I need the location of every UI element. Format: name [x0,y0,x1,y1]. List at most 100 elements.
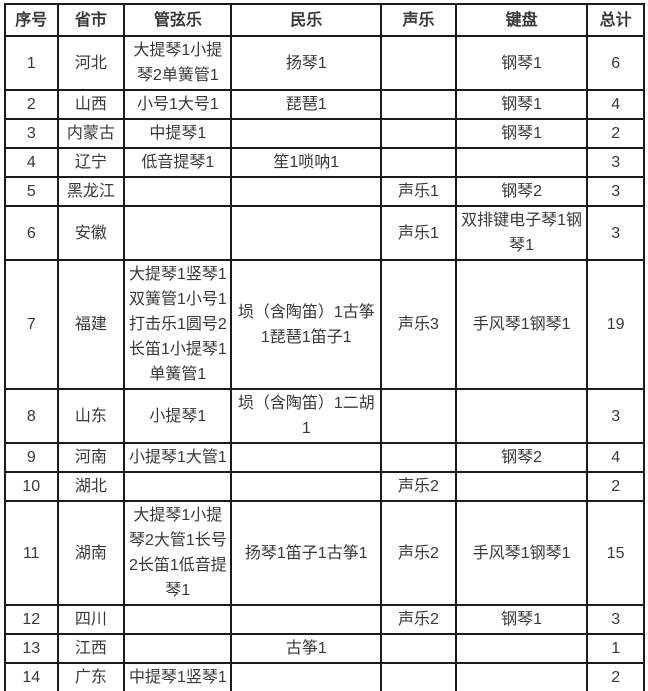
cell-folk-music: 笙1唢呐1 [230,147,383,178]
cell-folk-music: 扬琴1笛子1古筝1 [230,500,383,606]
cell-orchestral: 大提琴1竖琴1双簧管1小号1打击乐1圆号2长笛1小提琴1单簧管1 [123,259,233,390]
cell-index: 10 [4,471,59,502]
cell-vocal [380,442,457,473]
cell-total: 2 [586,471,645,502]
cell-folk-music [230,442,383,473]
cell-orchestral [123,604,233,635]
cell-vocal [380,147,457,178]
cell-total: 3 [586,604,645,635]
cell-vocal: 声乐3 [380,259,457,390]
table-row: 2 山西 小号1大号1 琵琶1 钢琴1 4 [4,89,645,120]
cell-folk-music [230,604,383,635]
cell-index: 12 [4,604,59,635]
cell-keyboard: 钢琴2 [454,176,589,207]
cell-province: 黑龙江 [56,176,126,207]
cell-total: 4 [586,442,645,473]
cell-keyboard [454,471,589,502]
cell-vocal [380,633,457,664]
cell-total: 3 [586,205,645,261]
table-row: 6 安徽 声乐1 双排键电子琴1钢琴1 3 [4,205,645,261]
column-header-province: 省市 [56,3,126,37]
cell-folk-music [230,176,383,207]
cell-orchestral: 小号1大号1 [123,89,233,120]
cell-orchestral: 大提琴1小提琴2大管1长号2长笛1低音提琴1 [123,500,233,606]
cell-vocal: 声乐1 [380,205,457,261]
cell-province: 山西 [56,89,126,120]
cell-total: 3 [586,147,645,178]
cell-index: 5 [4,176,59,207]
cell-province: 四川 [56,604,126,635]
cell-province: 内蒙古 [56,118,126,149]
cell-folk-music [230,662,383,691]
column-header-index: 序号 [4,3,59,37]
cell-vocal: 声乐1 [380,176,457,207]
cell-index: 9 [4,442,59,473]
cell-orchestral [123,176,233,207]
cell-total: 15 [586,500,645,606]
cell-vocal: 声乐2 [380,604,457,635]
cell-keyboard: 钢琴1 [454,604,589,635]
cell-keyboard [454,633,589,664]
cell-folk-music: 琵琶1 [230,89,383,120]
table-row: 12 四川 声乐2 钢琴1 3 [4,604,645,635]
cell-total: 2 [586,662,645,691]
instrument-statistics-table: 序号 省市 管弦乐 民乐 声乐 键盘 总计 1 河北 大提琴1小提琴2单簧管1 … [4,3,645,691]
cell-keyboard [454,662,589,691]
cell-orchestral: 中提琴1竖琴1 [123,662,233,691]
cell-province: 湖南 [56,500,126,606]
cell-keyboard [454,147,589,178]
cell-keyboard: 钢琴2 [454,442,589,473]
cell-orchestral: 小提琴1大管1 [123,442,233,473]
cell-index: 4 [4,147,59,178]
cell-folk-music: 埙（含陶笛）1古筝1琵琶1笛子1 [230,259,383,390]
cell-index: 8 [4,388,59,444]
cell-folk-music: 埙（含陶笛）1二胡1 [230,388,383,444]
cell-index: 13 [4,633,59,664]
cell-vocal [380,89,457,120]
cell-total: 3 [586,176,645,207]
cell-total: 4 [586,89,645,120]
cell-province: 辽宁 [56,147,126,178]
cell-vocal [380,388,457,444]
cell-keyboard: 手风琴1钢琴1 [454,259,589,390]
table-row: 7 福建 大提琴1竖琴1双簧管1小号1打击乐1圆号2长笛1小提琴1单簧管1 埙（… [4,259,645,390]
cell-province: 广东 [56,662,126,691]
cell-orchestral: 低音提琴1 [123,147,233,178]
table-row: 11 湖南 大提琴1小提琴2大管1长号2长笛1低音提琴1 扬琴1笛子1古筝1 声… [4,500,645,606]
column-header-keyboard: 键盘 [454,3,589,37]
column-header-vocal: 声乐 [380,3,457,37]
cell-total: 19 [586,259,645,390]
table-row: 10 湖北 声乐2 2 [4,471,645,502]
cell-orchestral [123,471,233,502]
cell-vocal [380,35,457,91]
cell-total: 3 [586,388,645,444]
table-row: 3 内蒙古 中提琴1 钢琴1 2 [4,118,645,149]
cell-province: 河南 [56,442,126,473]
cell-index: 2 [4,89,59,120]
cell-vocal [380,118,457,149]
cell-total: 2 [586,118,645,149]
cell-folk-music [230,205,383,261]
cell-orchestral: 大提琴1小提琴2单簧管1 [123,35,233,91]
table-row: 8 山东 小提琴1 埙（含陶笛）1二胡1 3 [4,388,645,444]
column-header-folk-music: 民乐 [230,3,383,37]
cell-folk-music: 古筝1 [230,633,383,664]
table-row: 4 辽宁 低音提琴1 笙1唢呐1 3 [4,147,645,178]
cell-index: 6 [4,205,59,261]
table-row: 5 黑龙江 声乐1 钢琴2 3 [4,176,645,207]
cell-index: 11 [4,500,59,606]
cell-index: 1 [4,35,59,91]
table-header-row: 序号 省市 管弦乐 民乐 声乐 键盘 总计 [4,3,645,37]
table-row: 14 广东 中提琴1竖琴1 2 [4,662,645,691]
cell-orchestral: 小提琴1 [123,388,233,444]
cell-province: 河北 [56,35,126,91]
cell-keyboard: 钢琴1 [454,118,589,149]
cell-total: 1 [586,633,645,664]
cell-orchestral [123,205,233,261]
cell-province: 江西 [56,633,126,664]
cell-province: 福建 [56,259,126,390]
cell-index: 3 [4,118,59,149]
cell-index: 7 [4,259,59,390]
cell-folk-music: 扬琴1 [230,35,383,91]
